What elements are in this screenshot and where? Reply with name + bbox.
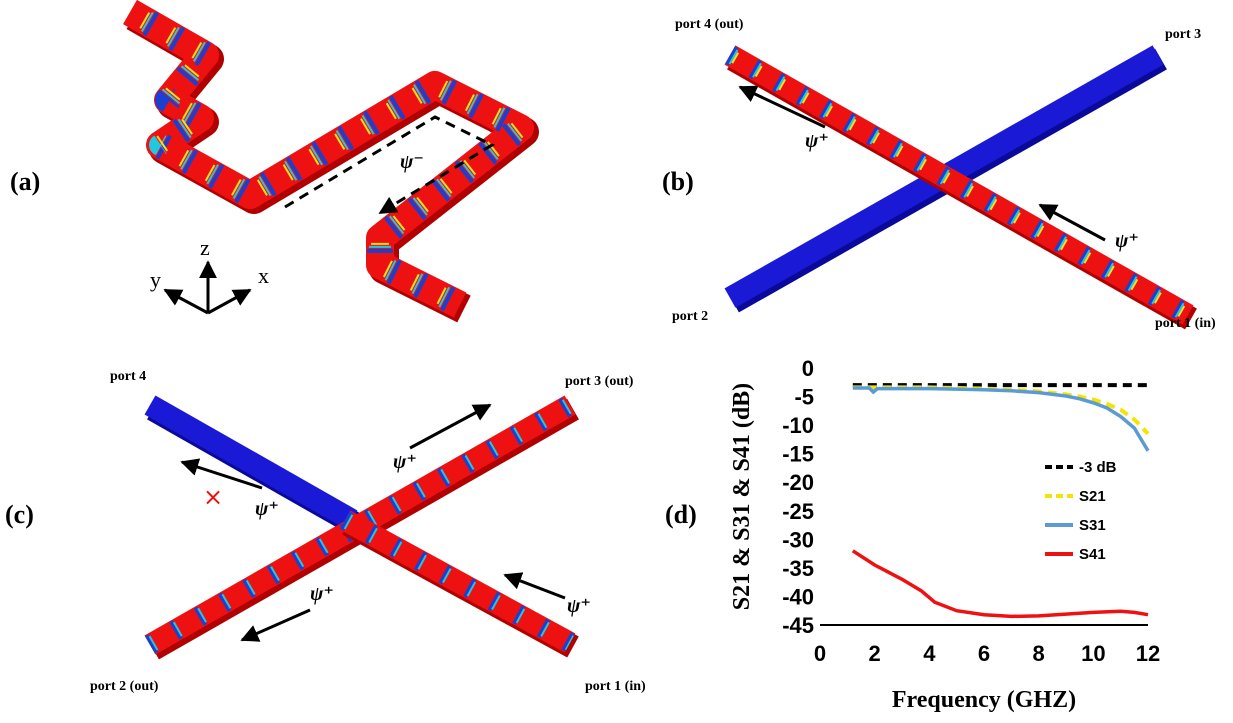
port1-c: port 1 (in) [585, 679, 646, 694]
x-tick-label: 0 [814, 641, 826, 666]
series-line-s41 [851, 549, 1149, 619]
y-tick-label: -45 [782, 613, 814, 638]
port1-b: port 1 (in) [1155, 316, 1216, 331]
y-tick-label: -25 [782, 499, 814, 524]
axis-label-z: z [200, 235, 210, 260]
x-tick-label: 6 [978, 641, 990, 666]
x-axis-title: Frequency (GHZ) [892, 687, 1076, 713]
mode-psi-b-2: ψ⁺ [1115, 230, 1139, 252]
arrow-in-c [503, 572, 566, 600]
y-tick-label: -20 [782, 470, 814, 495]
y-tick-label: -15 [782, 442, 814, 467]
y-tick-label: -35 [782, 556, 814, 581]
x-tick-label: 12 [1136, 641, 1160, 666]
legend-label: S21 [1079, 488, 1106, 505]
x-tick-label: 10 [1081, 641, 1105, 666]
mode-psi-b-1: ψ⁺ [805, 130, 829, 152]
legend-label: -3 dB [1079, 459, 1117, 476]
port4-b: port 4 (out) [675, 17, 744, 32]
y-tick-label: -40 [782, 584, 814, 609]
axes-icon [163, 260, 252, 315]
panel-b-label: (b) [662, 167, 694, 196]
panel-b: ψ⁺ ψ⁺ port 4 (out) port 3 port 2 port 1 … [662, 17, 1216, 331]
port3-b: port 3 [1165, 27, 1201, 42]
panel-a: ψ⁻ (a) z y x [10, 0, 539, 323]
mode-psi-c-1: ψ⁺ [255, 498, 279, 520]
serpentine-waveguide [123, 0, 539, 323]
port3-c: port 3 (out) [565, 374, 634, 389]
y-tick-label: -5 [794, 385, 814, 410]
x-tick-label: 4 [923, 641, 936, 666]
series-line-s21 [852, 385, 1150, 436]
mode-psi-minus: ψ⁻ [400, 151, 424, 173]
series-line-s31 [852, 386, 1150, 452]
axis-label-x: x [258, 263, 269, 288]
mode-path-dashed [284, 115, 496, 215]
mode-psi-c-4: ψ⁺ [567, 595, 591, 617]
mode-psi-c-3: ψ⁺ [310, 583, 334, 605]
arrow-out3-c [409, 403, 492, 450]
arrow-out-b [738, 85, 826, 129]
panel-c-label: (c) [5, 500, 34, 529]
port2-b: port 2 [672, 309, 708, 324]
arrow-in-b [1038, 203, 1106, 242]
legend-label: S41 [1079, 546, 1106, 563]
y-tick-label: -30 [782, 527, 814, 552]
panel-d-label: (d) [665, 500, 697, 529]
panel-d: (d) 0 2 4 6 8 10 12 0 -5 -10 -15 -20 -25 -30 -35 -40 -45… [665, 356, 1160, 713]
y-tick-label: 0 [802, 356, 814, 381]
x-tick-label: 2 [869, 641, 881, 666]
blocked-cross: × [203, 483, 223, 511]
axis-label-y: y [150, 267, 161, 292]
port2-c: port 2 (out) [90, 679, 159, 694]
port4-c: port 4 [110, 369, 146, 384]
panel-c: × ψ⁺ ψ⁺ ψ⁺ ψ⁺ port 4 port 3 (out) port 2… [5, 369, 646, 694]
arrow-out2-c [240, 608, 311, 642]
y-axis-title: S21 & S31 & S41 (dB) [729, 383, 755, 610]
panel-a-label: (a) [10, 167, 40, 196]
mode-psi-c-2: ψ⁺ [393, 451, 417, 473]
legend-label: S31 [1079, 517, 1106, 534]
s-parameter-chart: 0 2 4 6 8 10 12 0 -5 -10 -15 -20 -25 -30 -35 -40 -45 Freq… [729, 356, 1160, 713]
arrow-blocked-c [180, 458, 263, 490]
x-tick-label: 8 [1033, 641, 1045, 666]
y-tick-label: -10 [782, 413, 814, 438]
